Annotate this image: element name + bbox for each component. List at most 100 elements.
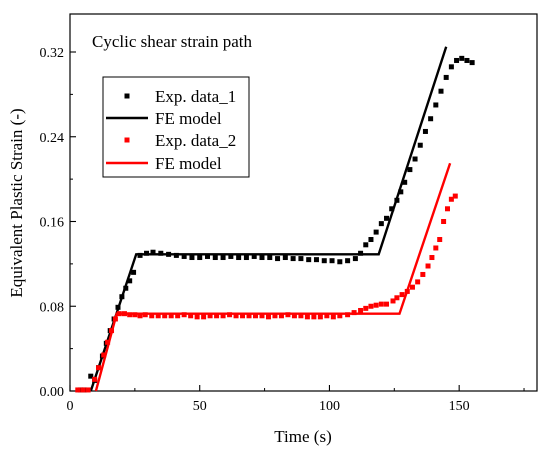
data-point	[278, 313, 284, 319]
data-point	[259, 313, 265, 319]
data-point	[253, 313, 259, 319]
data-point	[243, 255, 249, 261]
data-point	[443, 74, 449, 80]
data-point	[363, 242, 369, 248]
data-point	[197, 255, 203, 261]
data-point	[291, 313, 297, 319]
data-point	[228, 253, 234, 259]
data-point	[212, 255, 218, 261]
y-tick-label: 0.32	[40, 46, 65, 61]
y-tick-label: 0.24	[40, 131, 65, 146]
data-point	[428, 116, 434, 122]
data-point	[409, 284, 415, 290]
data-point	[311, 314, 317, 320]
y-axis-title: Equivalent Plastic Strain (-)	[7, 108, 26, 297]
data-point	[275, 256, 281, 262]
data-point	[259, 255, 265, 261]
data-point	[127, 278, 133, 284]
data-point	[207, 313, 213, 319]
data-point	[80, 387, 86, 393]
data-point	[298, 256, 304, 262]
data-point	[251, 253, 257, 259]
x-tick-label: 50	[193, 399, 207, 414]
data-point	[444, 206, 450, 212]
data-point	[384, 301, 390, 307]
data-point	[162, 313, 168, 319]
data-point	[437, 237, 443, 243]
data-point	[420, 271, 426, 277]
data-point	[469, 60, 475, 66]
y-tick-label: 0.00	[40, 385, 65, 400]
legend: Exp. data_1 FE model Exp. data_2 FE model	[102, 76, 250, 178]
data-point	[101, 352, 107, 358]
data-point	[398, 189, 404, 195]
legend-label: FE model	[155, 154, 222, 173]
data-point	[85, 387, 91, 393]
data-point	[402, 179, 408, 185]
data-point	[324, 313, 330, 319]
data-point	[441, 219, 447, 224]
data-point	[189, 255, 195, 261]
data-point	[188, 313, 194, 319]
legend-label: Exp. data_2	[155, 131, 236, 150]
legend-label: FE model	[155, 109, 222, 128]
data-point	[304, 314, 310, 320]
data-point	[368, 237, 374, 243]
data-point	[149, 313, 155, 319]
data-point	[267, 255, 273, 261]
chart-title: Cyclic shear strain path	[92, 32, 253, 51]
data-point	[290, 256, 296, 262]
data-point	[194, 314, 200, 320]
data-point	[246, 313, 252, 319]
y-tick-label: 0.16	[40, 216, 65, 231]
data-point	[77, 387, 83, 393]
data-point	[220, 313, 226, 319]
data-point	[368, 303, 374, 309]
data-point	[131, 269, 137, 275]
data-point	[265, 314, 271, 320]
data-point	[389, 206, 395, 212]
data-point	[373, 302, 379, 308]
data-point	[306, 257, 312, 263]
data-point	[454, 57, 460, 63]
data-point	[175, 313, 181, 319]
data-point	[358, 307, 364, 313]
data-point	[429, 255, 435, 261]
x-tick-label: 0	[67, 399, 74, 414]
plot-frame	[69, 13, 538, 392]
data-point	[105, 339, 111, 345]
legend-marker-swatch	[124, 93, 130, 99]
data-point	[407, 167, 413, 173]
data-point	[96, 365, 102, 371]
data-point	[448, 64, 454, 70]
data-point	[205, 253, 211, 259]
data-point	[337, 313, 343, 319]
data-point	[433, 102, 439, 108]
data-point	[464, 57, 470, 63]
data-point	[378, 301, 384, 307]
data-point	[201, 314, 207, 320]
data-point	[390, 298, 396, 304]
data-point	[329, 258, 335, 264]
data-point	[345, 258, 351, 264]
data-point	[378, 221, 384, 227]
data-point	[88, 373, 94, 379]
data-point	[298, 313, 304, 319]
data-point	[92, 376, 98, 382]
data-point	[384, 215, 390, 221]
data-point	[317, 314, 323, 320]
data-point	[448, 196, 454, 202]
data-point	[168, 313, 174, 319]
x-axis-title: Time (s)	[274, 427, 331, 446]
y-axis-ticks: 0.00 0.08 0.16 0.24 0.32	[40, 46, 76, 400]
x-axis-ticks: 0 50 100 150	[67, 385, 525, 414]
data-point	[321, 258, 327, 264]
legend-label: Exp. data_1	[155, 87, 236, 106]
data-point	[155, 313, 161, 319]
data-point	[363, 305, 369, 311]
data-point	[438, 88, 444, 94]
series-line	[94, 162, 452, 392]
data-point	[373, 229, 379, 235]
data-point	[352, 256, 358, 262]
